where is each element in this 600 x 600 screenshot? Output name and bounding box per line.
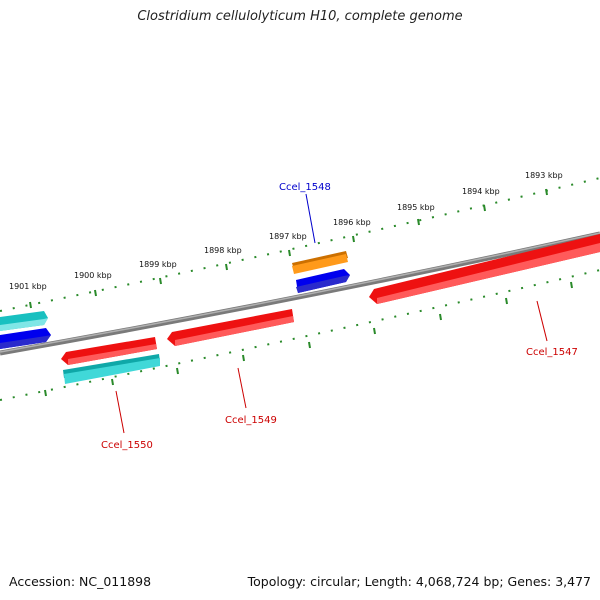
upper-major-ticks (29, 188, 548, 309)
leader-ccel1549 (237, 367, 247, 409)
kbp-label: 1899 kbp (139, 260, 177, 269)
accession-text: Accession: NC_011898 (9, 574, 152, 589)
gene-blue-ccel1548[interactable] (296, 269, 350, 293)
kbp-label: 1893 kbp (525, 171, 563, 180)
leader-ccel1547 (536, 300, 548, 342)
kbp-label: 1900 kbp (74, 271, 112, 280)
gene-orange-ccel1548[interactable] (292, 251, 348, 274)
map-title: Clostridium cellulolyticum H10, complete… (137, 9, 463, 24)
genome-backbone-highlight (0, 232, 600, 353)
gene-red-ccel1550[interactable] (61, 337, 157, 365)
genome-summary-text: Topology: circular; Length: 4,068,724 bp… (247, 574, 591, 589)
gene-label-ccel1547[interactable]: Ccel_1547 (526, 347, 578, 358)
gene-cyan-upper[interactable] (0, 311, 48, 331)
gene-label-ccel1549[interactable]: Ccel_1549 (225, 415, 277, 426)
leader-ccel1548 (305, 193, 316, 244)
genome-backbone (0, 231, 600, 356)
kbp-label: 1894 kbp (462, 187, 500, 196)
lower-major-ticks (44, 281, 573, 397)
gene-red-ccel1549[interactable] (167, 309, 294, 346)
gene-cyan-lower[interactable] (63, 354, 160, 384)
kbp-label: 1896 kbp (333, 218, 371, 227)
kbp-label: 1897 kbp (269, 232, 307, 241)
leader-ccel1550 (115, 390, 125, 434)
kbp-label: 1895 kbp (397, 203, 435, 212)
gene-blue-upper-left[interactable] (0, 328, 51, 349)
gene-label-ccel1550[interactable]: Ccel_1550 (101, 440, 153, 451)
gene-red-ccel1547[interactable] (369, 234, 600, 304)
kbp-label: 1901 kbp (9, 282, 47, 291)
kbp-label: 1898 kbp (204, 246, 242, 255)
gene-label-ccel1548[interactable]: Ccel_1548 (279, 182, 331, 193)
